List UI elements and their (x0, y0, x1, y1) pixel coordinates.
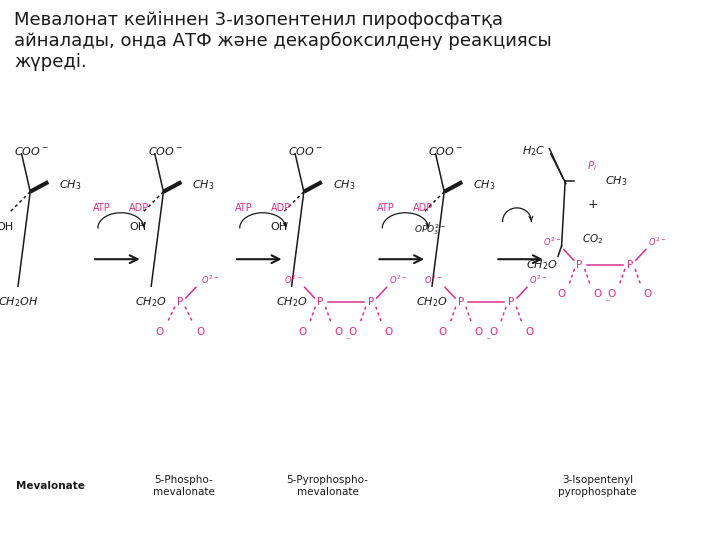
Text: $O^{2-}$: $O^{2-}$ (424, 274, 443, 286)
Text: OH: OH (0, 222, 14, 232)
Text: +: + (588, 198, 598, 211)
Text: $CH_2O$: $CH_2O$ (526, 258, 558, 272)
Text: _: _ (487, 333, 490, 339)
Text: O: O (156, 327, 164, 337)
Text: O: O (525, 327, 534, 337)
Text: O: O (196, 327, 204, 337)
Text: O: O (348, 327, 357, 337)
Text: $O^{2-}$: $O^{2-}$ (284, 274, 302, 286)
Text: 5-Phospho-
mevalonate: 5-Phospho- mevalonate (153, 475, 215, 497)
Text: $COO^-$: $COO^-$ (148, 145, 183, 157)
Text: OH: OH (270, 222, 287, 232)
Text: O: O (608, 289, 616, 299)
Text: $COO^-$: $COO^-$ (288, 145, 323, 157)
Text: P: P (508, 298, 514, 307)
Text: $CH_2O$: $CH_2O$ (416, 295, 448, 309)
Text: $COO^-$: $COO^-$ (14, 145, 50, 157)
Text: ATP: ATP (235, 203, 252, 213)
Text: $CH_2O$: $CH_2O$ (135, 295, 167, 309)
Text: $CH_2O$: $CH_2O$ (276, 295, 307, 309)
Text: $COO^-$: $COO^-$ (428, 145, 464, 157)
Text: P: P (177, 298, 183, 307)
Text: P: P (368, 298, 374, 307)
Text: 5-Pyrophospho-
mevalonate: 5-Pyrophospho- mevalonate (287, 475, 369, 497)
Text: $CH_3$: $CH_3$ (59, 178, 81, 192)
Text: _: _ (346, 333, 349, 339)
Text: $CH_3$: $CH_3$ (605, 174, 627, 188)
Text: O: O (474, 327, 483, 337)
Text: ADP: ADP (413, 203, 433, 213)
Text: O: O (489, 327, 498, 337)
Text: P: P (458, 298, 464, 307)
Text: $O^{2-}$: $O^{2-}$ (389, 274, 408, 286)
Text: ATP: ATP (93, 203, 110, 213)
Text: O: O (384, 327, 393, 337)
Text: P: P (627, 260, 633, 269)
Text: $O^{2-}$: $O^{2-}$ (543, 236, 562, 248)
Text: _: _ (606, 295, 608, 301)
Text: O: O (593, 289, 602, 299)
Text: O: O (334, 327, 343, 337)
Text: P: P (318, 298, 323, 307)
Text: O: O (644, 289, 652, 299)
Text: OH: OH (130, 222, 147, 232)
Text: P: P (577, 260, 582, 269)
Text: Mevalonate: Mevalonate (16, 481, 85, 491)
Text: $CH_3$: $CH_3$ (192, 178, 215, 192)
Text: ATP: ATP (377, 203, 395, 213)
Text: $OPO_3^{2-}$: $OPO_3^{2-}$ (414, 222, 446, 237)
Text: $CH_3$: $CH_3$ (333, 178, 355, 192)
Text: $CO_2$: $CO_2$ (582, 232, 603, 246)
Text: O: O (557, 289, 566, 299)
Text: $CH_3$: $CH_3$ (473, 178, 495, 192)
Text: 3-Isopentenyl
pyrophosphate: 3-Isopentenyl pyrophosphate (558, 475, 637, 497)
Text: $H_2C$: $H_2C$ (523, 144, 546, 158)
Text: $O^{2-}$: $O^{2-}$ (529, 274, 548, 286)
Text: ADP: ADP (129, 203, 149, 213)
Text: Мевалонат кейіннен 3-изопентенил пирофосфатқа
айналады, онда АТФ және декарбокси: Мевалонат кейіннен 3-изопентенил пирофос… (14, 11, 552, 71)
Text: $O^{2-}$: $O^{2-}$ (648, 236, 667, 248)
Text: $CH_2OH$: $CH_2OH$ (0, 295, 38, 309)
Text: $O^{2-}$: $O^{2-}$ (201, 274, 220, 286)
Text: O: O (298, 327, 307, 337)
Text: O: O (438, 327, 447, 337)
Text: ADP: ADP (271, 203, 291, 213)
Text: $P_i$: $P_i$ (588, 159, 598, 173)
